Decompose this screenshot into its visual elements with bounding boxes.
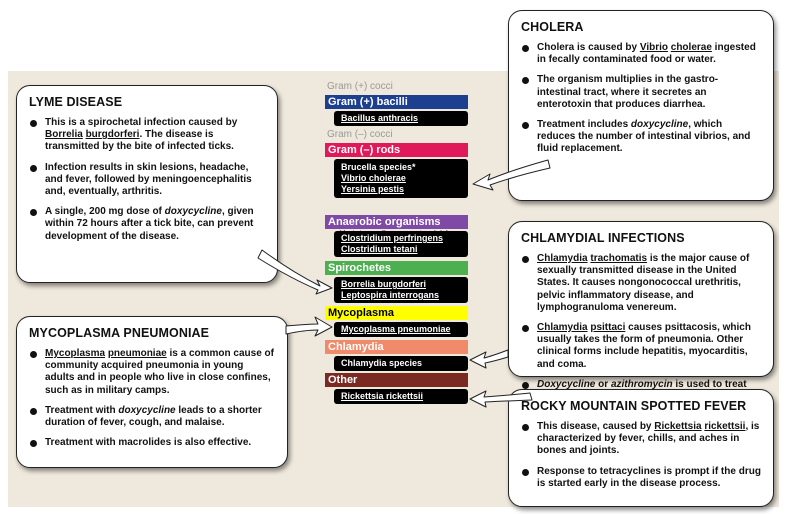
organism-yersinia-pestis: Yersinia pestis xyxy=(341,184,405,194)
rmsf-bullet-2: Response to tetracyclines is prompt if t… xyxy=(521,466,761,490)
text: This is a spirochetal infection caused b… xyxy=(45,117,238,128)
drug-box-anaerobic: Clostridium perfringens Clostridium teta… xyxy=(334,231,468,257)
organism-vibrio-cholerae: Vibrio cholerae xyxy=(341,173,406,183)
text: Cholera is caused by xyxy=(537,42,640,53)
gram-positive-bacilli-header: Gram (+) bacilli xyxy=(325,95,468,109)
drug-box-chlamydia: Chlamydia species xyxy=(334,356,468,371)
gram-negative-rods-header: Gram (–) rods xyxy=(325,143,468,157)
myco-bullet-1: Mycoplasma pneumoniae is a common cause … xyxy=(29,348,275,397)
cholera-callout: CHOLERA Cholera is caused by Vibrio chol… xyxy=(508,10,774,201)
lyme-bullet-1: This is a spirochetal infection caused b… xyxy=(29,117,265,154)
drug-box-bacillus: Bacillus anthracis xyxy=(334,111,468,126)
drug-box-spirochetes: Borrelia burgdorferi Leptospira interrog… xyxy=(334,277,468,303)
text: leads to a shorter duration of fever, co… xyxy=(45,404,262,429)
drug-name: azithromycin xyxy=(610,378,673,390)
organism-species: psittaci xyxy=(590,322,626,334)
text: causes psittacosis, which usually takes … xyxy=(537,322,751,370)
arrow-lyme xyxy=(257,249,333,295)
drug-name: Doxycycline xyxy=(537,378,596,390)
lyme-bullet-3: A single, 200 mg dose of doxycycline, gi… xyxy=(29,206,265,243)
organism-clostridium-tetani: Clostridium tetani xyxy=(341,244,418,254)
text: Treatment includes xyxy=(537,119,631,131)
arrow-mycoplasma xyxy=(285,316,333,337)
organism-species: cholerae xyxy=(670,42,712,53)
chlamydial-infections-callout: CHLAMYDIAL INFECTIONS Chlamydia trachoma… xyxy=(508,221,774,402)
text: This disease, caused by xyxy=(537,421,655,432)
cholera-bullet-2: The organism multiplies in the gastro-in… xyxy=(521,74,761,111)
mycoplasma-callout: MYCOPLASMA PNEUMONIAE Mycoplasma pneumon… xyxy=(16,316,288,468)
organism-rickettsia-rickettsii: Rickettsia rickettsii xyxy=(341,391,424,401)
organism-species: pneumoniae xyxy=(107,348,167,359)
mycoplasma-title: MYCOPLASMA PNEUMONIAE xyxy=(29,326,210,340)
other-header: Other xyxy=(325,373,468,387)
text: is the major cause of sexually transmitt… xyxy=(537,253,750,313)
cholera-bullet-3: Treatment includes doxycycline, which re… xyxy=(521,119,761,156)
lyme-disease-title: LYME DISEASE xyxy=(29,95,123,109)
arrow-chlamydia xyxy=(469,349,509,369)
organism-chlamydia-species: Chlamydia species xyxy=(341,358,423,368)
organism-genus: Mycoplasma xyxy=(45,348,106,359)
text: or xyxy=(595,378,611,390)
organism-genus: Borrelia xyxy=(45,129,83,141)
drug-name: doxycycline xyxy=(164,206,222,218)
anaerobic-organisms-header: Anaerobic organisms xyxy=(325,215,468,229)
chlamydia-bullet-2: Chlamydia psittaci causes psittacosis, w… xyxy=(521,322,761,371)
chlamydia-bullet-1: Chlamydia trachomatis is the major cause… xyxy=(521,253,761,314)
organism-borrelia-burgdorferi: Borrelia burgdorferi xyxy=(341,279,427,289)
organism-species: rickettsii xyxy=(704,421,746,432)
organism-mycoplasma-pneumoniae: Mycoplasma pneumoniae xyxy=(341,324,451,334)
lyme-disease-callout: LYME DISEASE This is a spirochetal infec… xyxy=(16,85,278,283)
spirochetes-header: Spirochetes xyxy=(325,261,468,275)
organism-genus: Chlamydia xyxy=(537,253,588,264)
gram-negative-cocci-label: Gram (–) cocci xyxy=(327,129,393,140)
organism-brucella: Brucella species* xyxy=(341,162,416,172)
rmsf-bullet-1: This disease, caused by Rickettsia ricke… xyxy=(521,421,761,458)
drug-box-gram-negative-rods: Brucella species* Vibrio cholerae Yersin… xyxy=(334,159,468,198)
text: , which reduces the number of intestinal… xyxy=(537,119,751,155)
drug-name: doxycycline xyxy=(630,119,689,131)
cholera-title: CHOLERA xyxy=(521,20,584,34)
organism-leptospira-interrogans: Leptospira interrogans xyxy=(341,290,440,300)
text: , given within 72 hours after a tick bit… xyxy=(45,206,254,242)
organism-clostridium-perfringens: Clostridium perfringens xyxy=(341,233,444,243)
text: Treatment with xyxy=(45,404,119,416)
text: is a common cause of community acquired … xyxy=(45,348,274,396)
organism-genus: Chlamydia xyxy=(537,322,588,334)
rocky-mountain-spotted-fever-callout: ROCKY MOUNTAIN SPOTTED FEVER This diseas… xyxy=(508,389,774,507)
organism-genus: Rickettsia xyxy=(654,421,702,432)
gram-positive-cocci-label: Gram (+) cocci xyxy=(327,81,393,92)
arrow-rmsf xyxy=(469,390,533,408)
organism-bacillus-anthracis: Bacillus anthracis xyxy=(341,113,419,123)
text: ingested in fecally contaminated food or… xyxy=(537,42,756,66)
chlamydial-title: CHLAMYDIAL INFECTIONS xyxy=(521,231,685,245)
organism-species: burgdorferi xyxy=(85,129,140,141)
drug-name: doxycycline xyxy=(118,404,176,416)
text: A single, 200 mg dose of xyxy=(45,206,165,218)
organism-genus: Vibrio xyxy=(639,42,668,53)
cholera-bullet-1: Cholera is caused by Vibrio cholerae ing… xyxy=(521,42,761,66)
organism-species: trachomatis xyxy=(590,253,648,264)
text: . The disease is transmitted by the bite… xyxy=(45,129,234,153)
arrow-cholera xyxy=(472,159,551,191)
drug-box-other: Rickettsia rickettsii xyxy=(334,389,468,404)
rmsf-title: ROCKY MOUNTAIN SPOTTED FEVER xyxy=(521,399,747,413)
drug-box-mycoplasma: Mycoplasma pneumoniae xyxy=(334,322,468,337)
mycoplasma-header: Mycoplasma xyxy=(325,306,468,320)
myco-bullet-2: Treatment with doxycycline leads to a sh… xyxy=(29,405,275,429)
lyme-bullet-2: Infection results in skin lesions, heada… xyxy=(29,162,265,199)
myco-bullet-3: Treatment with macrolides is also effect… xyxy=(29,437,275,449)
text: , is characterized by fever, chills, and… xyxy=(537,421,760,457)
chlamydia-header: Chlamydia xyxy=(325,340,468,354)
